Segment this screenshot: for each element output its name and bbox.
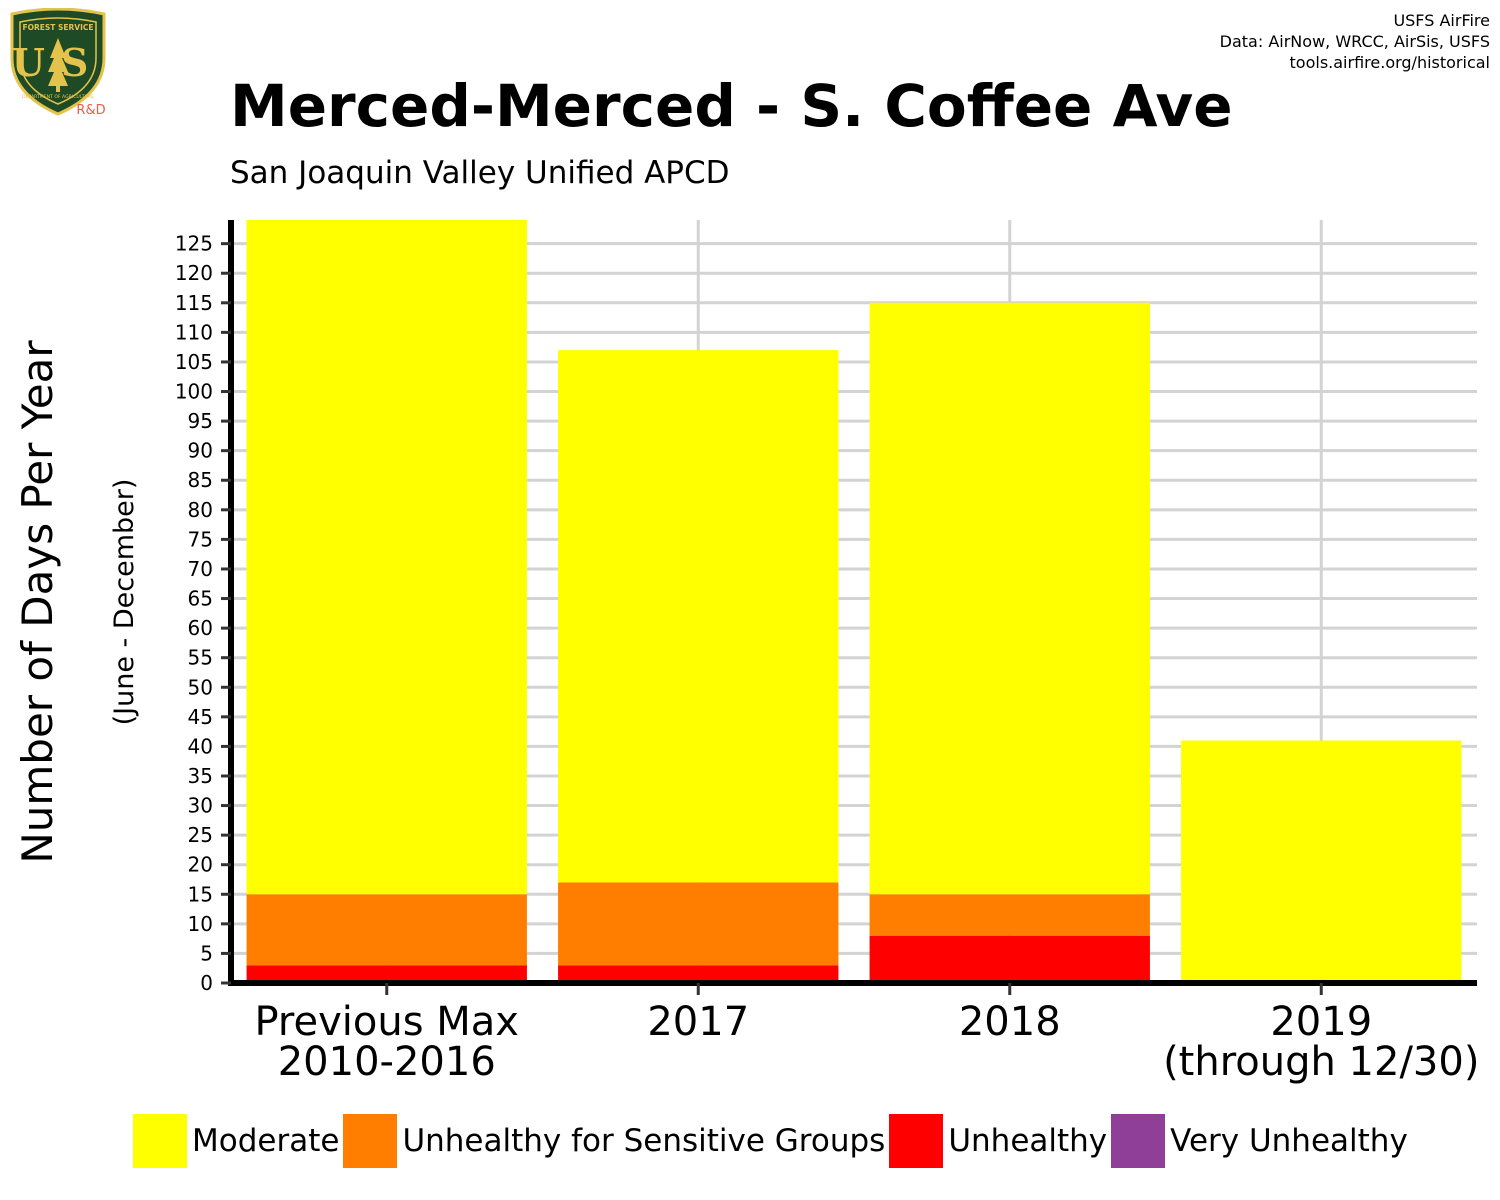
y-tick-label: 120	[175, 261, 213, 285]
x-tick-label: Previous Max 2010-2016	[255, 999, 519, 1085]
usfs-shield-icon: FOREST SERVICE US DEPARTMENT OF AGRICULT…	[10, 8, 106, 118]
logo-bottom-text: DEPARTMENT OF AGRICULTURE	[22, 94, 94, 100]
y-tick-label: 0	[200, 971, 213, 995]
y-tick-label: 40	[188, 734, 213, 758]
bar-unhealthy-1	[558, 965, 839, 983]
y-tick-label: 5	[200, 941, 213, 965]
x-tick-label-line: 2010-2016	[278, 1039, 496, 1085]
credit-sources: Data: AirNow, WRCC, AirSis, USFS	[1219, 32, 1490, 51]
y-axis-label: Number of Days Per Year	[13, 340, 62, 864]
x-tick-label: 2019 (through 12/30)	[1163, 999, 1479, 1085]
legend-item-very-unhealthy: Very Unhealthy	[1111, 1114, 1408, 1168]
y-tick-label: 15	[188, 882, 213, 906]
legend-swatch-very-unhealthy	[1111, 1114, 1166, 1168]
legend-label-unhealthy: Unhealthy	[948, 1123, 1108, 1159]
x-tick-label-line: Previous Max	[255, 999, 519, 1045]
x-tick-label-line: (through 12/30)	[1163, 1039, 1479, 1085]
bar-moderate-2	[869, 302, 1150, 895]
legend-swatch-moderate	[133, 1114, 187, 1168]
y-tick-label: 60	[188, 616, 213, 640]
bar-unhealthy-2	[869, 935, 1150, 983]
y-tick-label: 45	[188, 705, 213, 729]
y-tick-label: 20	[188, 853, 213, 877]
x-tick-label-line: 2019	[1270, 999, 1372, 1045]
axes	[228, 220, 1477, 986]
bar-unhealthy-0	[246, 965, 527, 983]
x-tick-label-line: 2018	[959, 999, 1061, 1045]
logo-top-text: FOREST SERVICE	[22, 23, 93, 32]
y-tick-label: 70	[188, 557, 213, 581]
y-tick-label: 80	[188, 498, 213, 522]
credits: USFS AirFire Data: AirNow, WRCC, AirSis,…	[1220, 10, 1490, 73]
legend-label-very-unhealthy: Very Unhealthy	[1170, 1123, 1408, 1159]
bar-unhealthy-for-sensitive-groups-2	[869, 894, 1150, 936]
y-tick-label: 100	[175, 380, 213, 404]
bars	[246, 220, 1462, 983]
legend: Moderate Unhealthy for Sensitive Groups Un…	[133, 1113, 1412, 1169]
y-tick-label: 50	[188, 675, 213, 699]
legend-label-moderate: Moderate	[192, 1123, 340, 1159]
y-axis-ticks: 0 5 10 15 20 25 30 35 40 45 50 55 60 65 70 75 80 85 90 95 10…	[175, 232, 231, 995]
legend-label-unhealthy-for-sensitive-groups: Unhealthy for Sensitive Groups	[402, 1123, 886, 1159]
y-tick-label: 115	[175, 291, 213, 315]
bar-unhealthy-for-sensitive-groups-1	[558, 882, 839, 966]
y-tick-label: 30	[188, 794, 213, 818]
x-tick-label-line: 2017	[647, 999, 749, 1045]
y-axis-sublabel: (June - December)	[109, 479, 140, 726]
y-tick-label: 35	[188, 764, 213, 788]
chart-title: Merced-Merced - S. Coffee Ave	[230, 72, 1233, 140]
legend-swatch-unhealthy-for-sensitive-groups	[343, 1114, 398, 1168]
legend-item-moderate: Moderate	[133, 1114, 339, 1168]
legend-swatch-unhealthy	[889, 1114, 944, 1168]
y-tick-label: 10	[188, 912, 213, 936]
y-tick-label: 75	[188, 527, 213, 551]
logo-letters: US	[12, 40, 105, 85]
credit-url: tools.airfire.org/historical	[1289, 53, 1490, 72]
x-tick-label: 2017	[647, 999, 749, 1045]
y-tick-label: 85	[188, 468, 213, 492]
bar-moderate-3	[1181, 740, 1462, 983]
x-tick-label: 2018	[959, 999, 1061, 1045]
y-tick-label: 25	[188, 823, 213, 847]
y-tick-label: 95	[188, 409, 213, 433]
bar-moderate-1	[558, 350, 839, 883]
legend-item-unhealthy: Unhealthy	[889, 1114, 1107, 1168]
y-tick-label: 105	[175, 350, 213, 374]
chart-subtitle: San Joaquin Valley Unified APCD	[230, 155, 730, 191]
legend-item-unhealthy-for-sensitive-groups: Unhealthy for Sensitive Groups	[343, 1114, 885, 1168]
credit-org: USFS AirFire	[1393, 11, 1490, 30]
y-tick-label: 90	[188, 439, 213, 463]
y-tick-label: 65	[188, 587, 213, 611]
x-axis-ticks: Previous Max 2010-2016 2017 2018 2019 (throug…	[255, 983, 1479, 1085]
logo-tag: R&D	[76, 103, 105, 118]
y-tick-label: 110	[175, 320, 213, 344]
bar-moderate-0	[246, 220, 527, 895]
y-tick-label: 55	[188, 646, 213, 670]
bar-unhealthy-for-sensitive-groups-0	[246, 894, 527, 966]
y-tick-label: 125	[175, 232, 213, 256]
